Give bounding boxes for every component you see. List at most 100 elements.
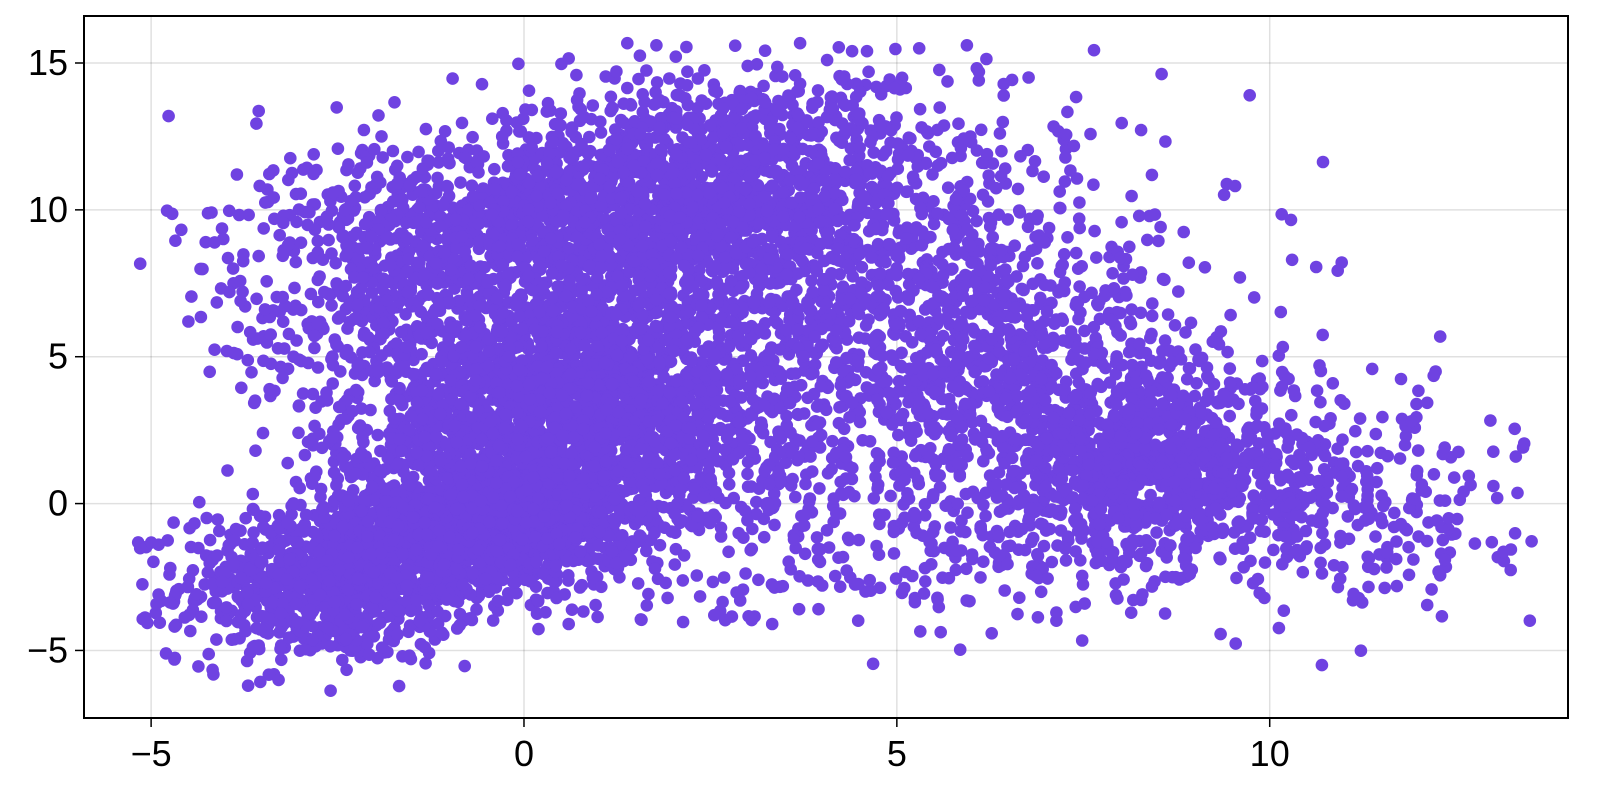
data-point bbox=[544, 445, 558, 459]
data-point bbox=[341, 583, 355, 597]
data-point bbox=[550, 346, 563, 360]
data-point bbox=[526, 471, 540, 484]
data-point bbox=[404, 604, 418, 618]
data-point bbox=[420, 528, 434, 541]
data-point bbox=[720, 367, 734, 381]
data-point bbox=[234, 524, 247, 537]
data-point bbox=[250, 117, 263, 130]
data-point bbox=[528, 530, 542, 544]
data-point bbox=[330, 478, 343, 492]
data-point bbox=[486, 614, 500, 627]
data-point bbox=[456, 490, 470, 504]
data-point bbox=[498, 421, 511, 435]
data-point bbox=[375, 641, 389, 654]
data-point bbox=[607, 512, 620, 526]
data-point bbox=[533, 405, 547, 419]
data-point bbox=[592, 539, 605, 552]
data-point bbox=[640, 599, 654, 612]
data-point bbox=[336, 520, 349, 534]
data-point bbox=[665, 525, 678, 538]
data-point bbox=[403, 479, 417, 492]
data-point bbox=[361, 530, 374, 543]
data-point bbox=[418, 516, 432, 530]
data-point bbox=[215, 575, 229, 589]
data-point bbox=[273, 554, 286, 568]
data-point bbox=[163, 596, 177, 609]
data-point bbox=[348, 179, 362, 193]
data-point bbox=[367, 566, 381, 579]
data-point bbox=[150, 597, 163, 611]
data-point bbox=[610, 348, 624, 362]
data-point bbox=[562, 469, 576, 483]
data-point bbox=[442, 472, 455, 486]
data-point bbox=[434, 583, 447, 597]
data-point bbox=[308, 469, 322, 483]
data-point bbox=[508, 576, 521, 589]
data-point bbox=[184, 540, 198, 554]
data-point bbox=[538, 510, 551, 523]
data-point bbox=[539, 606, 552, 619]
data-point bbox=[773, 429, 786, 442]
data-point bbox=[297, 525, 311, 538]
data-point bbox=[412, 145, 425, 159]
data-point bbox=[390, 571, 404, 585]
data-point bbox=[240, 654, 254, 668]
data-point bbox=[280, 573, 294, 586]
data-point bbox=[515, 533, 529, 546]
data-point bbox=[342, 551, 355, 564]
data-point bbox=[757, 530, 771, 544]
data-point bbox=[589, 598, 602, 612]
data-point bbox=[133, 541, 147, 555]
data-point bbox=[741, 455, 755, 469]
data-point bbox=[493, 533, 507, 547]
data-point bbox=[153, 616, 167, 629]
data-point bbox=[299, 642, 313, 656]
data-point bbox=[741, 467, 754, 481]
data-point bbox=[299, 508, 313, 522]
data-point bbox=[168, 620, 181, 633]
data-point bbox=[240, 586, 254, 599]
data-point bbox=[722, 478, 736, 491]
data-point bbox=[323, 574, 336, 588]
data-point bbox=[257, 520, 270, 534]
data-point bbox=[577, 605, 590, 618]
data-point bbox=[332, 563, 346, 577]
data-point bbox=[149, 606, 163, 620]
data-point bbox=[383, 404, 397, 418]
data-point bbox=[292, 426, 305, 440]
data-point bbox=[640, 544, 653, 558]
data-point bbox=[396, 547, 410, 561]
data-point bbox=[400, 579, 414, 592]
data-point bbox=[293, 579, 307, 593]
data-point bbox=[587, 459, 601, 473]
data-point bbox=[206, 663, 219, 677]
data-point bbox=[276, 597, 290, 610]
data-point bbox=[184, 624, 197, 638]
data-point bbox=[289, 255, 303, 269]
data-points bbox=[131, 36, 1538, 697]
data-point bbox=[404, 409, 418, 423]
data-point bbox=[396, 501, 410, 514]
data-point bbox=[445, 488, 458, 501]
data-point bbox=[410, 543, 423, 557]
data-point bbox=[406, 511, 420, 524]
data-point bbox=[449, 562, 463, 576]
data-point bbox=[465, 613, 479, 627]
data-point bbox=[591, 610, 604, 624]
data-point bbox=[376, 507, 389, 521]
data-point bbox=[530, 555, 543, 569]
data-point bbox=[358, 494, 372, 508]
data-point bbox=[340, 663, 353, 677]
data-point bbox=[167, 516, 180, 529]
data-point bbox=[557, 457, 571, 470]
data-point bbox=[349, 383, 363, 397]
data-point bbox=[452, 543, 465, 556]
data-point bbox=[479, 572, 493, 586]
data-point bbox=[257, 610, 271, 623]
data-point bbox=[453, 619, 467, 632]
data-point bbox=[424, 465, 437, 478]
data-point bbox=[390, 457, 404, 471]
data-point bbox=[470, 603, 483, 616]
data-point bbox=[541, 432, 555, 445]
data-point bbox=[228, 534, 241, 547]
